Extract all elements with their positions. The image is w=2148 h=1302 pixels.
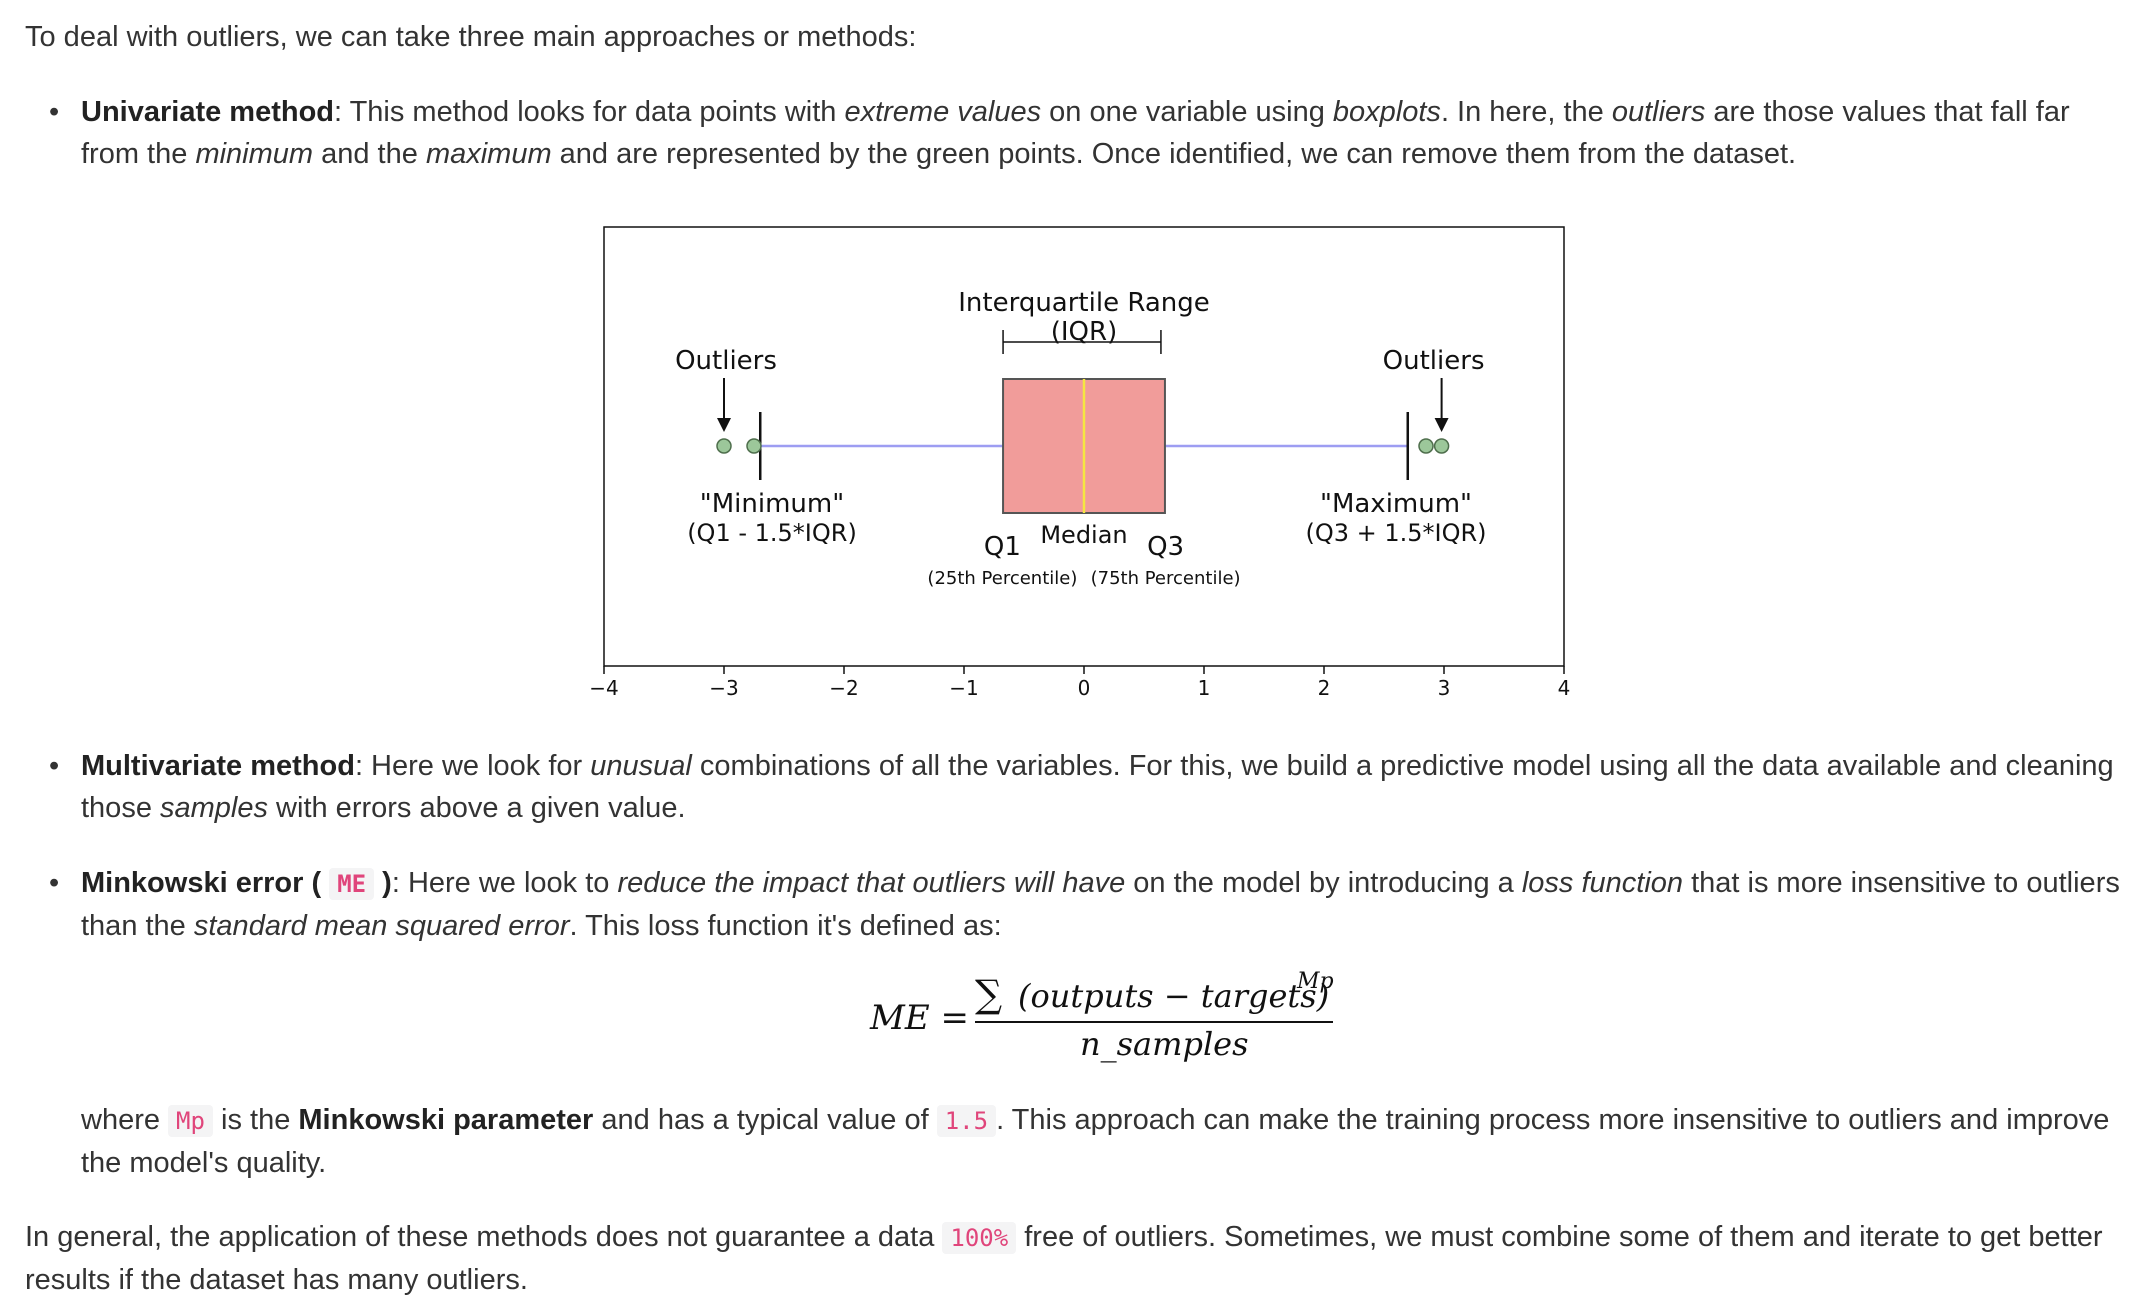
univariate-item: Univariate method: This method looks for… — [81, 91, 2131, 175]
formula-exponent: Mp — [1297, 969, 1334, 994]
minkowski-item: Minkowski error ( ME ): Here we look to … — [81, 862, 2131, 947]
iqr-sublabel: (IQR) — [1051, 317, 1118, 347]
outlier-point — [1418, 438, 1434, 454]
x-tick-label: 2 — [1318, 676, 1331, 700]
text-span: and has a typical value of — [593, 1104, 937, 1136]
where-paragraph: where Mp is the Minkowski parameter and … — [81, 1099, 2131, 1184]
formula-lhs: ME = — [870, 998, 969, 1038]
maximum-formula: (Q3 + 1.5*IQR) — [1305, 519, 1486, 547]
text-span: : This method looks for data points with — [334, 96, 845, 128]
multivariate-term: Multivariate method — [81, 750, 355, 782]
text-span: and are represented by the green points.… — [551, 138, 1797, 170]
emphasis: outliers — [1611, 96, 1706, 128]
code-100-percent: 100% — [942, 1222, 1017, 1254]
emphasis: minimum — [195, 138, 314, 170]
code-mp: Mp — [168, 1105, 213, 1137]
emphasis: maximum — [425, 138, 552, 170]
emphasis: reduce the impact that outliers will hav… — [617, 867, 1126, 899]
x-tick-label: −4 — [589, 676, 618, 700]
outlier-point — [1433, 438, 1450, 454]
minimum-label: "Minimum" — [700, 489, 844, 519]
bullet-dot: • — [49, 96, 60, 128]
q3-label: Q3 — [1147, 532, 1184, 562]
term-text: Minkowski error ( — [81, 867, 322, 899]
emphasis: standard mean squared error — [193, 910, 570, 942]
minimum-formula: (Q1 - 1.5*IQR) — [687, 519, 857, 547]
median-label: Median — [1040, 521, 1127, 549]
term-close: ) — [382, 867, 392, 899]
text-span: . This loss function it's defined as: — [569, 910, 1002, 942]
formula-numerator: (outputs − targets) — [1018, 977, 1330, 1015]
minkowski-term: Minkowski error ( ME ) — [81, 867, 392, 900]
text-span: are those values that fall far from the — [81, 96, 2070, 170]
outlier-point — [716, 438, 732, 454]
x-tick-label: −2 — [829, 676, 858, 700]
bullet-dot: • — [49, 867, 60, 899]
x-tick-label: −3 — [709, 676, 738, 700]
outlier-point — [746, 438, 762, 454]
code-1-5: 1.5 — [936, 1105, 997, 1137]
text-span: combinations of all the variables. For t… — [81, 750, 2114, 824]
q3-percentile-label: (75th Percentile) — [1091, 568, 1241, 589]
x-tick-label: −1 — [949, 676, 978, 700]
minkowski-parameter-term: Minkowski parameter — [298, 1104, 594, 1136]
text-span: and the — [313, 138, 426, 170]
boxplot-chart: Interquartile Range(IQR) Outliers Outliers… — [589, 226, 1571, 700]
arrow-outliers-left-head — [717, 418, 731, 432]
intro-paragraph: To deal with outliers, we can take three… — [25, 21, 917, 53]
text-span: . In here, the — [1440, 96, 1612, 128]
emphasis: samples — [160, 792, 268, 824]
formula-denominator: n_samples — [1080, 1025, 1249, 1063]
code-me: ME — [329, 868, 375, 900]
boxplot-figure: Interquartile Range (IQR) Outliers Outliers… — [560, 210, 1590, 710]
emphasis: extreme values — [844, 96, 1042, 128]
conclusion-paragraph: In general, the application of these met… — [25, 1216, 2115, 1301]
text-span: with errors above a given value. — [268, 792, 686, 824]
q1-percentile-label: (25th Percentile) — [927, 568, 1077, 589]
q1-label: Q1 — [984, 532, 1021, 562]
text-span: on the model by introducing a — [1125, 867, 1522, 899]
text-span: that is more insensitive to outliers tha… — [81, 867, 2120, 942]
emphasis: boxplots — [1332, 96, 1441, 128]
sigma-symbol: ∑ — [975, 972, 1003, 1016]
univariate-term: Univariate method — [81, 96, 334, 128]
maximum-label: "Maximum" — [1320, 489, 1472, 519]
multivariate-item: Multivariate method: Here we look for un… — [81, 745, 2131, 829]
outliers-label-right: Outliers — [1383, 346, 1485, 376]
text-span: free of outliers. Sometimes, we must com… — [25, 1221, 2103, 1296]
emphasis: unusual — [590, 750, 692, 782]
iqr-label: Interquartile Range — [958, 288, 1209, 318]
text-span: In general, the application of these met… — [25, 1221, 943, 1253]
bullet-dot: • — [49, 750, 60, 782]
text-span: : Here we look for — [354, 750, 591, 782]
x-tick-label: 1 — [1198, 676, 1211, 700]
text-span: : Here we look to — [391, 867, 618, 899]
x-tick-label: 0 — [1078, 676, 1091, 700]
text-span: where — [81, 1104, 169, 1136]
text-span: is the — [212, 1104, 299, 1136]
text-span: . This approach can make the training pr… — [81, 1104, 2110, 1179]
emphasis: loss function — [1521, 867, 1684, 899]
x-tick-label: 3 — [1438, 676, 1451, 700]
text-span: on one variable using — [1041, 96, 1333, 128]
outliers-label-left: Outliers — [675, 346, 777, 376]
x-tick-label: 4 — [1558, 676, 1571, 700]
arrow-outliers-right-head — [1434, 418, 1449, 432]
fraction-bar — [975, 1021, 1333, 1023]
